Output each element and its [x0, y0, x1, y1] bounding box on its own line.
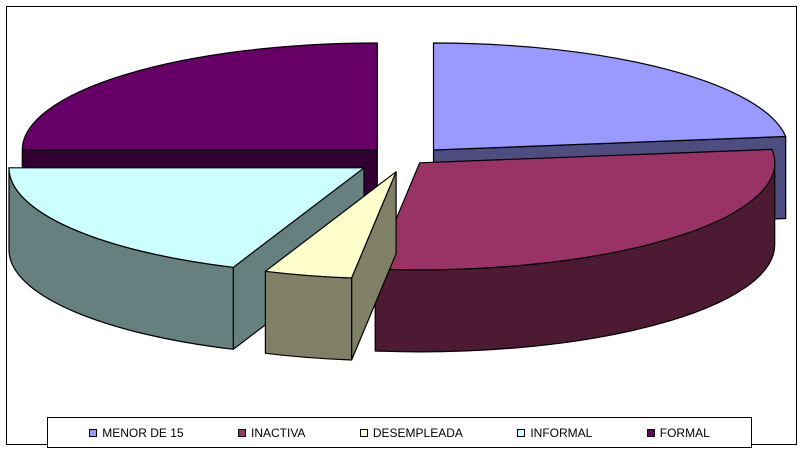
legend-swatch	[237, 428, 246, 437]
chart-frame: MENOR DE 15 INACTIVA DESEMPLEADA INFORMAL FO…	[6, 6, 797, 448]
legend-label: DESEMPLEADA	[372, 425, 463, 440]
slice-desempleada	[264, 171, 397, 361]
legend-item-menor-de-15: MENOR DE 15	[89, 425, 184, 440]
slice-top-inactiva	[374, 148, 776, 271]
slice-top-menor-de-15	[432, 42, 787, 151]
pie-chart	[8, 42, 787, 361]
legend-swatch	[646, 428, 655, 437]
slice-inactiva	[374, 148, 776, 353]
slice-top-desempleada	[264, 171, 397, 279]
legend-item-desempleada: DESEMPLEADA	[359, 425, 463, 440]
legend-swatch	[89, 428, 98, 437]
slice-top-formal	[21, 42, 378, 151]
legend-label: FORMAL	[659, 425, 710, 440]
legend-swatch	[359, 428, 368, 437]
legend-label: INACTIVA	[250, 425, 306, 440]
legend: MENOR DE 15 INACTIVA DESEMPLEADA INFORMAL FO…	[47, 417, 752, 448]
slice-side-desempleada	[264, 270, 353, 361]
slice-top-informal	[8, 167, 365, 268]
legend-item-informal: INFORMAL	[517, 426, 592, 440]
legend-label: INFORMAL	[530, 425, 593, 440]
legend-item-inactiva: INACTIVA	[237, 425, 306, 440]
legend-item-formal: FORMAL	[646, 425, 710, 440]
legend-swatch	[517, 428, 526, 437]
legend-label: MENOR DE 15	[102, 425, 184, 440]
